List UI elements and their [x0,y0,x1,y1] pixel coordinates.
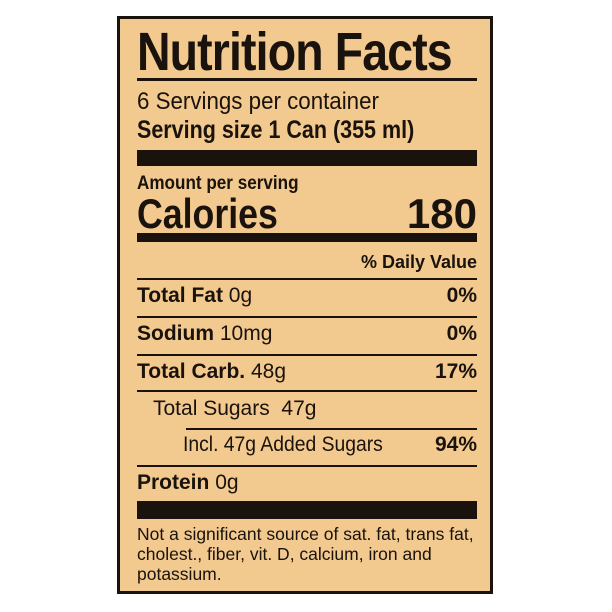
nutrient-row-total-sugars: Total Sugars 47g [153,397,477,421]
nutrient-row-added-sugars: Incl. 47g Added Sugars 94% [183,433,477,457]
divider [137,78,477,81]
divider [186,428,477,430]
footnote: Not a significant source of sat. fat, tr… [137,524,474,584]
serving-size-label: Serving size [137,116,263,144]
nutrient-label: Total Sugars [153,397,270,420]
title: Nutrition Facts [137,21,477,82]
amount-per-serving-text: Amount per serving [137,173,299,194]
divider [137,465,477,467]
nutrient-label: Protein [137,471,210,494]
nutrient-amount: 0g [228,284,253,307]
divider [137,316,477,318]
nutrient-dv: 0% [446,284,477,307]
serving-size-value: 1 Can (355 ml) [268,116,415,144]
calories-label: Calories [137,190,278,237]
nutrition-facts-label: Nutrition Facts 6 Servings per container… [117,16,493,594]
divider [137,390,477,392]
nutrient-amount: 47g [281,397,317,420]
medium-divider [137,233,477,242]
nutrient-dv: 0% [446,322,477,345]
nutrient-row-sodium: Sodium 10mg 0% [137,322,477,346]
nutrient-label: Total Carb. [137,360,246,383]
serving-size: Serving size 1 Can (355 ml) [137,116,477,145]
servings-text: 6 Servings per container [137,88,379,115]
nutrient-dv: 17% [434,360,477,383]
nutrient-amount: 10mg [219,322,273,345]
nutrient-amount: 48g [250,360,287,383]
thick-divider [137,501,477,519]
nutrient-row-protein: Protein 0g [137,471,477,495]
daily-value-header: % Daily Value [360,252,477,272]
nutrient-label: Incl. 47g Added Sugars [183,433,383,456]
calories-row: Calories 180 [137,190,477,238]
nutrient-label: Sodium [137,322,214,345]
nutrient-row-total-carb: Total Carb. 48g 17% [137,360,477,384]
calories-value: 180 [406,190,477,237]
servings-per-container: 6 Servings per container [137,88,477,116]
nutrient-label: Total Fat [137,284,223,307]
nutrient-dv: 94% [434,433,477,456]
nutrient-row-total-fat: Total Fat 0g 0% [137,284,477,308]
thick-divider [137,150,477,166]
amount-per-serving: Amount per serving [137,173,477,195]
nutrient-amount: 0g [215,471,239,494]
divider [137,278,477,280]
title-text: Nutrition Facts [137,22,453,82]
divider [137,354,477,356]
